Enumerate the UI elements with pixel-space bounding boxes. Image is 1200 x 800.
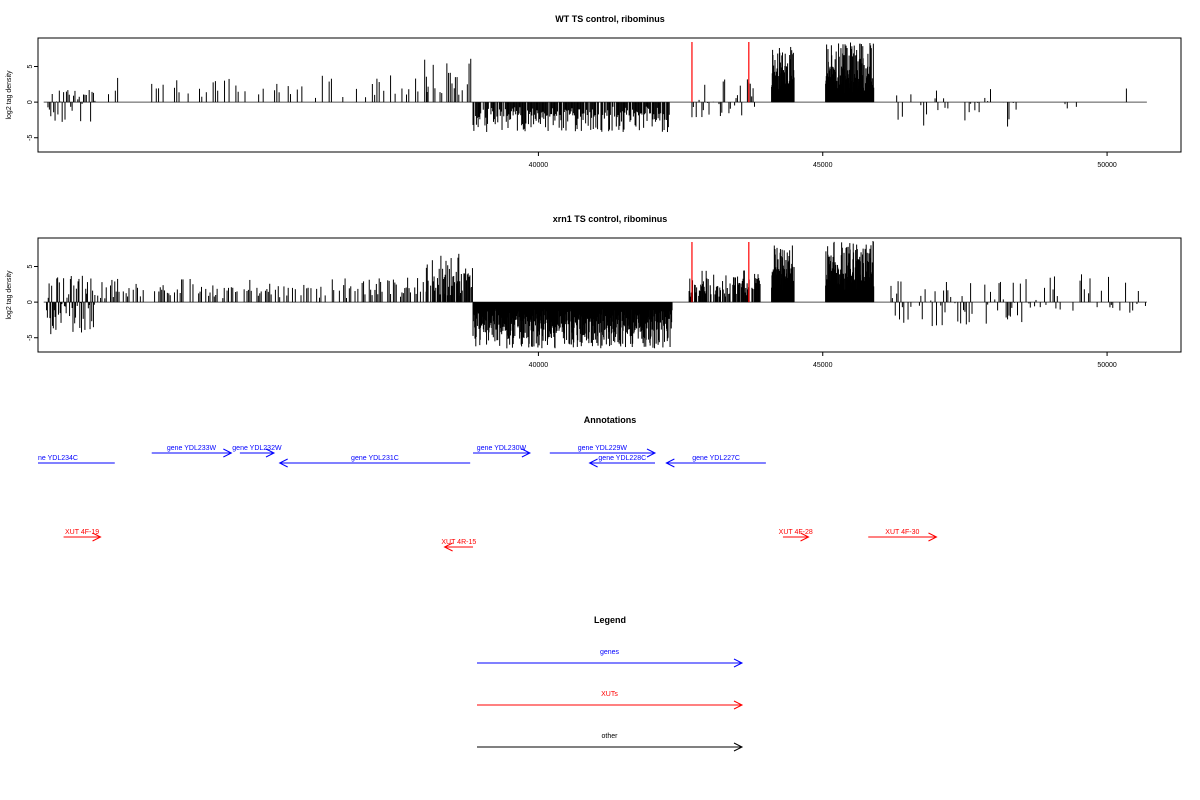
xrn1-track-title: xrn1 TS control, ribominus <box>553 214 668 224</box>
xrn1-bars <box>43 240 1147 349</box>
xut-label: XUT 4F-19 <box>65 529 99 536</box>
gene-annotation: gene YDL232W <box>232 445 282 458</box>
xut-arrowhead <box>928 532 938 542</box>
gene-arrowhead <box>278 458 288 468</box>
xrn1-ylabel: log2 tag density <box>6 270 13 320</box>
legend-item-xuts: XUTs <box>477 691 744 710</box>
gene-label: gene YDL230W <box>477 445 527 452</box>
wt-track-panel: WT TS control, ribominus log2 tag densit… <box>6 14 1182 169</box>
wt-ytick-label: 5 <box>27 64 34 68</box>
xut-arrowhead <box>443 542 453 552</box>
gene-annotation: gene YDL231C <box>278 455 471 468</box>
xrn1-xtick-label: 40000 <box>529 362 549 369</box>
xut-annotation: XUT 4F-19 <box>63 529 102 542</box>
xrn1-plot-frame <box>37 237 1182 353</box>
xut-annotation: XUT 4R-15 <box>441 539 476 552</box>
gene-annotation: ne YDL234C <box>38 455 115 464</box>
xrn1-axes: -5 0 5 40000 45000 50000 <box>27 264 1117 369</box>
xrn1-xtick-label: 45000 <box>813 362 833 369</box>
gene-annotation: gene YDL228C <box>588 455 655 468</box>
wt-plot-frame <box>37 37 1182 153</box>
wt-track-title: WT TS control, ribominus <box>555 14 665 24</box>
xut-label: XUT 4F-28 <box>779 529 813 536</box>
gene-label: gene YDL228C <box>598 455 646 462</box>
wt-ylabel: log2 tag density <box>6 70 13 120</box>
legend-label: other <box>602 733 619 740</box>
gene-label: gene YDL231C <box>351 455 399 462</box>
xut-arrowhead <box>92 532 102 542</box>
xrn1-ytick-label: 5 <box>27 264 34 268</box>
gene-annotation: gene YDL233W <box>151 445 233 458</box>
wt-xtick-label: 50000 <box>1097 162 1117 169</box>
legend-arrowhead <box>733 658 744 668</box>
annotations-panel: Annotations ne YDL234C gene YDL233W gene Y… <box>38 415 938 552</box>
wt-xtick-label: 40000 <box>529 162 549 169</box>
annotation-features: ne YDL234C gene YDL233W gene YDL232W gene Y… <box>38 445 938 552</box>
legend-items: genes XUTs other <box>477 649 744 752</box>
xut-label: XUT 4R-15 <box>441 539 476 546</box>
xrn1-ytick-label: 0 <box>27 300 34 304</box>
wt-xtick-label: 45000 <box>813 162 833 169</box>
xut-annotation: XUT 4F-30 <box>868 529 938 542</box>
xut-arrowhead <box>800 532 810 542</box>
gene-arrowhead <box>521 448 532 458</box>
wt-ytick-label: 0 <box>27 100 34 104</box>
xut-annotation: XUT 4F-28 <box>779 529 813 542</box>
gene-annotation: gene YDL227C <box>665 455 766 468</box>
annotations-title: Annotations <box>584 415 637 425</box>
gene-label: gene YDL232W <box>232 445 282 452</box>
gene-label: gene YDL233W <box>167 445 217 452</box>
gene-arrowhead <box>223 448 233 458</box>
gene-arrowhead <box>646 448 657 458</box>
legend-item-genes: genes <box>477 649 744 668</box>
legend-panel: Legend genes XUTs other <box>477 615 744 752</box>
xrn1-track-panel: xrn1 TS control, ribominus log2 tag dens… <box>6 214 1182 369</box>
gene-label: ne YDL234C <box>38 455 78 462</box>
legend-arrowhead <box>733 742 744 752</box>
gene-annotation: gene YDL230W <box>473 445 532 458</box>
legend-title: Legend <box>594 615 626 625</box>
gene-arrowhead <box>588 458 598 468</box>
gene-arrowhead <box>265 448 276 458</box>
legend-label: genes <box>600 649 620 656</box>
gene-annotation: gene YDL229W <box>549 445 657 458</box>
xut-label: XUT 4F-30 <box>885 529 919 536</box>
legend-label: XUTs <box>601 691 618 698</box>
gene-label: gene YDL227C <box>692 455 740 462</box>
wt-axes: -5 0 5 40000 45000 50000 <box>27 64 1117 169</box>
legend-arrowhead <box>733 700 744 710</box>
gene-arrowhead <box>665 458 675 468</box>
xrn1-xtick-label: 50000 <box>1097 362 1117 369</box>
xrn1-ytick-label: -5 <box>27 335 34 341</box>
wt-bars <box>43 42 1147 133</box>
wt-ytick-label: -5 <box>27 135 34 141</box>
legend-item-other: other <box>477 733 744 752</box>
gene-label: gene YDL229W <box>578 445 628 452</box>
